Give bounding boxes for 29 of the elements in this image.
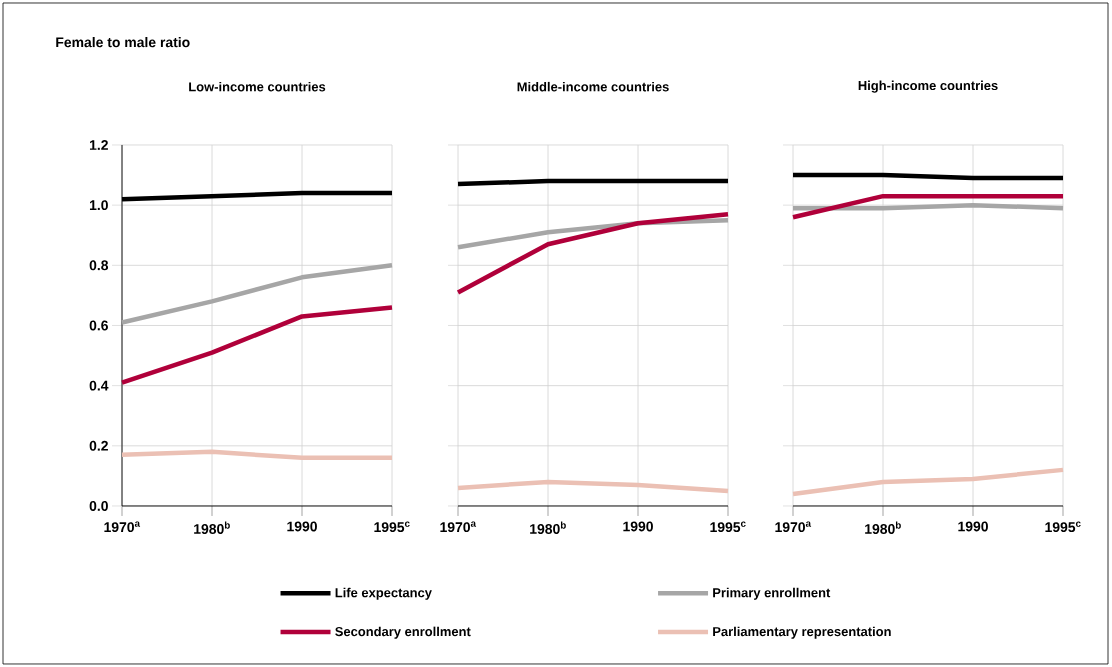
y-tick-label: 0.0 (89, 501, 108, 511)
line-series (119, 305, 395, 385)
chart-title: Low-income countries (189, 81, 326, 92)
x-tick-label: 1990 (958, 521, 988, 532)
x-tick-label: 1980$^{b}$ (865, 521, 901, 534)
y-tick-label: 1.2 (89, 140, 108, 150)
legend-label: Secondary enrollment (335, 626, 471, 639)
x-tick-label: 1990 (287, 521, 317, 532)
x-tick-label: 1995$^{c}$ (710, 521, 746, 533)
x-tick-label: 1995$^{c}$ (1045, 521, 1081, 533)
y-tick-label: 0.8 (89, 260, 109, 271)
line-series (119, 263, 395, 325)
legend-label: Life expectancy (335, 587, 432, 600)
chart-title: Middle-income countries (517, 81, 669, 92)
y-tick-label: 0.2 (89, 440, 108, 451)
x-tick-label: 1980$^{b}$ (194, 521, 230, 534)
legend-label: Parliamentary representation (713, 626, 891, 639)
x-tick-label: 1970$^{a}$ (104, 521, 141, 533)
legend-label: Primary enrollment (713, 587, 831, 600)
y-tick-label: 0.6 (89, 320, 108, 331)
x-tick-label: 1990 (623, 521, 653, 532)
x-tick-label: 1980$^{b}$ (530, 521, 566, 534)
y-axis-title: Female to male ratio (56, 36, 190, 48)
x-tick-label: 1995$^{c}$ (374, 521, 410, 533)
x-tick-label: 1970$^{a}$ (775, 521, 812, 533)
y-tick-label: 0.4 (89, 380, 109, 391)
x-tick-label: 1970$^{a}$ (440, 521, 477, 533)
chart-title: High-income countries (858, 80, 998, 93)
y-tick-label: 1.0 (89, 200, 108, 211)
